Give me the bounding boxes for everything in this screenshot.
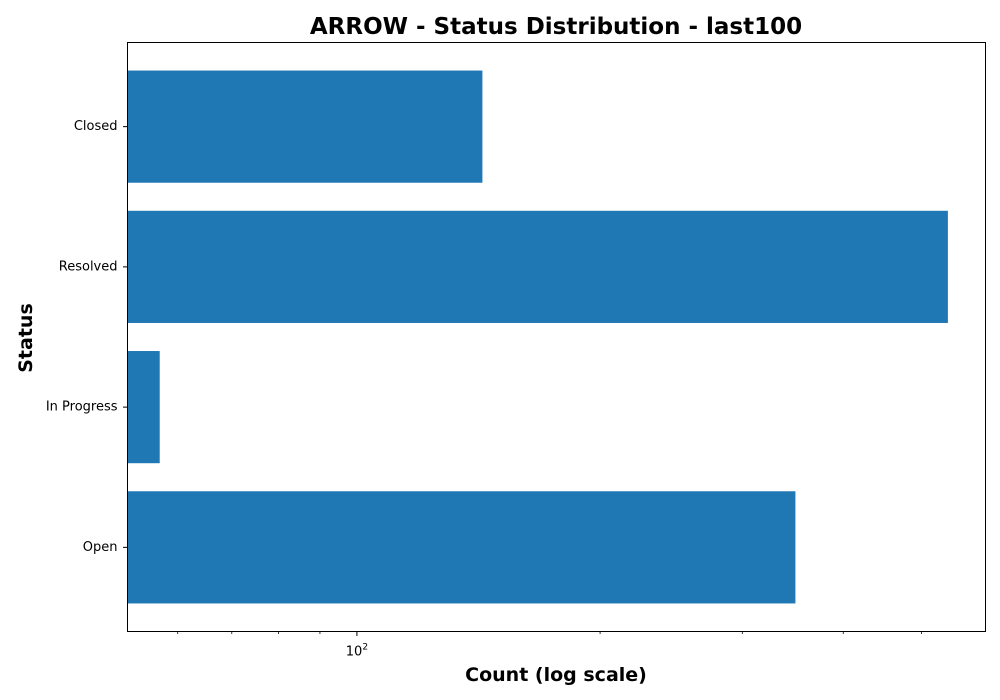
y-axis-label: Status <box>15 303 37 373</box>
y-tick-label-resolved: Resolved <box>59 259 118 274</box>
x-tick-label-exponent: 2 <box>362 643 368 653</box>
y-tick-label-closed: Closed <box>74 119 118 134</box>
plot-area <box>127 70 948 604</box>
x-tick-label: 102 <box>346 643 368 660</box>
x-axis-label: Count (log scale) <box>465 664 647 686</box>
y-tick-label-open: Open <box>83 540 118 555</box>
bar-resolved <box>127 210 948 323</box>
y-tick-label-in-progress: In Progress <box>46 400 118 415</box>
chart-title: ARROW - Status Distribution - last100 <box>310 14 802 40</box>
bar-open <box>127 491 796 604</box>
bar-in-progress <box>127 351 160 464</box>
x-axis: 102 <box>177 631 922 660</box>
axes-frame <box>127 42 986 632</box>
x-tick-label-base: 10 <box>346 645 363 660</box>
bar-closed <box>127 70 483 183</box>
y-axis: Open In Progress Resolved Closed <box>46 119 128 555</box>
